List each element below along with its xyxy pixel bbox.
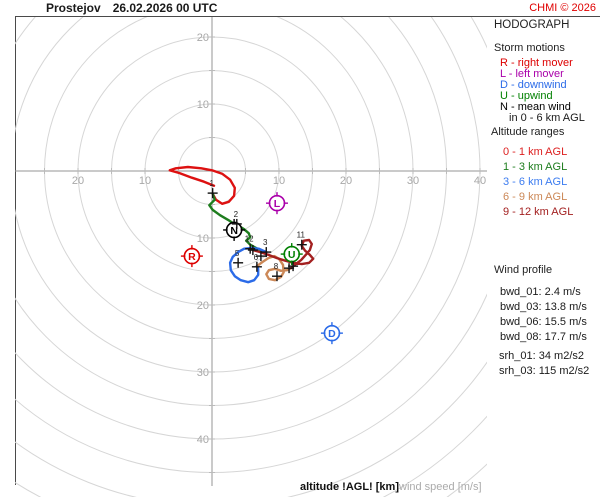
svg-text:10: 10 <box>197 99 209 111</box>
plot-left-border <box>15 17 16 485</box>
station-name: Prostejov <box>46 1 101 15</box>
range-3-6km: 3 - 6 km AGL <box>503 176 568 188</box>
svg-text:10: 10 <box>139 175 151 187</box>
storm-marker-N: N <box>223 218 246 241</box>
altitude-marker-2: 2 <box>231 210 242 229</box>
altitude-marker-7 <box>255 251 266 262</box>
svg-text:20: 20 <box>197 32 209 44</box>
range-0-1km: 0 - 1 km AGL <box>503 146 568 158</box>
windspeed-axis-label: wind speed [m/s] <box>399 481 482 493</box>
altitude-marker-6: 6 <box>251 253 262 272</box>
range-6-9km: 6 - 9 km AGL <box>503 191 568 203</box>
svg-text:6: 6 <box>254 253 259 262</box>
storm-marker-R: R <box>180 245 203 268</box>
svg-text:11: 11 <box>297 231 306 240</box>
svg-text:R: R <box>188 251 196 263</box>
svg-text:20: 20 <box>197 300 209 312</box>
range-9-12km: 9 - 12 km AGL <box>503 206 574 218</box>
panel-title: HODOGRAPH <box>494 19 570 31</box>
header-divider <box>15 16 600 17</box>
svg-text:D: D <box>328 328 336 340</box>
svg-text:N: N <box>230 225 238 237</box>
svg-text:20: 20 <box>72 175 84 187</box>
srh-01-value: srh_01: 34 m2/s2 <box>499 350 584 362</box>
legend-mean-wind-note: in 0 - 6 km AGL <box>509 112 585 124</box>
legend-mean-wind: N - mean wind <box>500 101 571 113</box>
svg-text:L: L <box>274 198 281 210</box>
svg-text:8: 8 <box>274 262 279 271</box>
svg-text:30: 30 <box>197 367 209 379</box>
altitude-marker-1: 1 <box>207 179 218 199</box>
altitude-ranges-heading: Altitude ranges <box>491 126 565 138</box>
page-title: Prostejov 26.02.2026 00 UTC <box>46 1 217 15</box>
svg-text:5: 5 <box>235 249 240 258</box>
altitude-marker-8: 8 <box>271 262 282 282</box>
svg-text:10: 10 <box>197 233 209 245</box>
altitude-marker-11: 11 <box>297 231 307 250</box>
bwd-08-value: bwd_08: 17.7 m/s <box>500 331 587 343</box>
wind-profile-heading: Wind profile <box>494 264 553 276</box>
svg-text:30: 30 <box>407 175 419 187</box>
altitude-marker-3: 3 <box>261 238 272 258</box>
svg-text:2: 2 <box>234 210 239 219</box>
bwd-03-value: bwd_03: 13.8 m/s <box>500 301 587 313</box>
svg-text:1: 1 <box>209 179 214 188</box>
svg-text:40: 40 <box>474 175 486 187</box>
side-panel: HODOGRAPH Storm motions R - right mover … <box>488 17 600 477</box>
storm-motions-heading: Storm motions <box>494 42 565 54</box>
bwd-01-value: bwd_01: 2.4 m/s <box>500 286 581 298</box>
storm-marker-U: U <box>280 243 303 266</box>
altitude-marker-5: 5 <box>233 249 244 268</box>
svg-text:12: 12 <box>245 235 254 244</box>
altitude-marker-12: 12 <box>245 235 256 254</box>
svg-text:U: U <box>288 249 296 261</box>
storm-marker-D: D <box>320 322 343 345</box>
legend-left-mover: L - left mover <box>500 68 564 80</box>
bwd-06-value: bwd_06: 15.5 m/s <box>500 316 587 328</box>
legend-upwind: U - upwind <box>500 90 553 102</box>
svg-text:10: 10 <box>273 175 285 187</box>
altitude-axis-label: altitude !AGL! [km] <box>300 481 399 493</box>
svg-text:3: 3 <box>263 238 268 247</box>
range-1-3km: 1 - 3 km AGL <box>503 161 568 173</box>
svg-text:40: 40 <box>197 434 209 446</box>
srh-03-value: srh_03: 115 m2/s2 <box>499 365 590 377</box>
svg-text:20: 20 <box>340 175 352 187</box>
storm-marker-L: L <box>265 192 288 215</box>
copyright-label: CHMI © 2026 <box>529 2 596 14</box>
legend-right-mover: R - right mover <box>500 57 573 69</box>
legend-downwind: D - downwind <box>500 79 567 91</box>
altitude-marker-10 <box>288 261 299 272</box>
datetime-label: 26.02.2026 00 UTC <box>112 1 218 15</box>
